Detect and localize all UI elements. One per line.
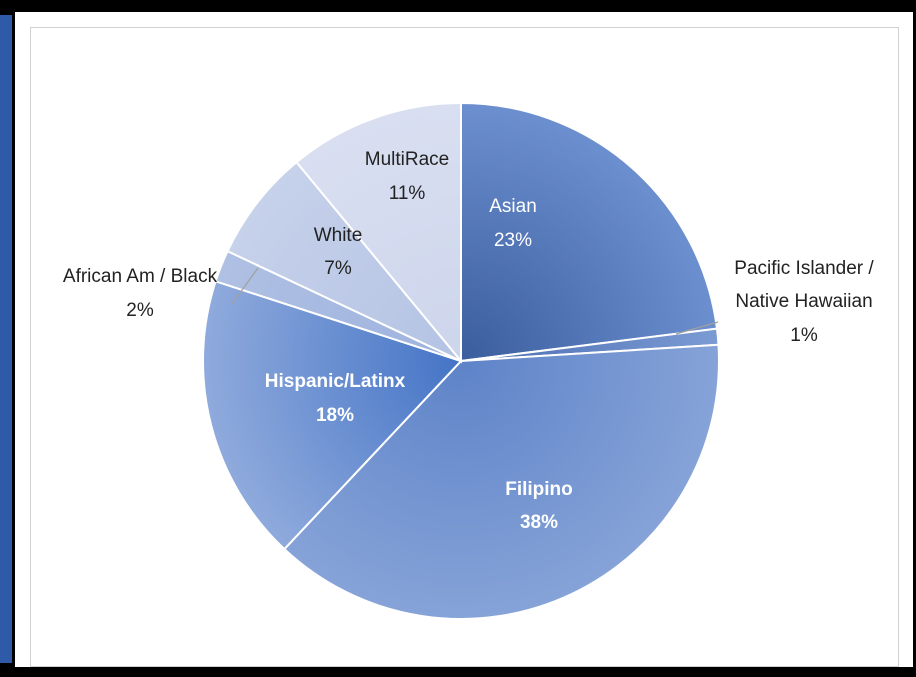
label-multirace-pct: 11% <box>389 183 426 204</box>
label-white-pct: 7% <box>324 258 352 279</box>
label-african-am-pct: 2% <box>126 300 154 321</box>
label-filipino-name: Filipino <box>505 479 573 500</box>
left-accent-bar <box>0 15 12 663</box>
pie-slice-multirace <box>295 101 462 364</box>
label-asian-pct: 23% <box>494 230 532 251</box>
slice-labels: Asian 23% Pacific Islander / Native Hawa… <box>63 149 874 533</box>
pie-slice-hispanic-latinx <box>202 280 463 551</box>
label-pacific-islander-name-1: Pacific Islander / <box>734 258 874 279</box>
leader-line-african-am <box>231 267 259 305</box>
pie-slice-asian <box>460 101 719 363</box>
label-hispanic-name: Hispanic/Latinx <box>265 371 406 392</box>
label-white-name: White <box>314 225 363 246</box>
pie-slice-white <box>226 160 462 362</box>
leader-lines <box>231 267 719 335</box>
leader-line-pacific-islander <box>675 321 719 335</box>
label-african-am-name: African Am / Black <box>63 266 218 287</box>
label-multirace-name: MultiRace <box>365 149 449 170</box>
label-asian-name: Asian <box>489 196 537 217</box>
label-pacific-islander-name-2: Native Hawaiian <box>735 291 872 312</box>
label-filipino-pct: 38% <box>520 512 558 533</box>
label-pacific-islander-pct: 1% <box>790 325 818 346</box>
label-hispanic-pct: 18% <box>316 405 354 426</box>
pie-slices <box>202 101 720 620</box>
pie-slice-filipino <box>282 343 720 620</box>
